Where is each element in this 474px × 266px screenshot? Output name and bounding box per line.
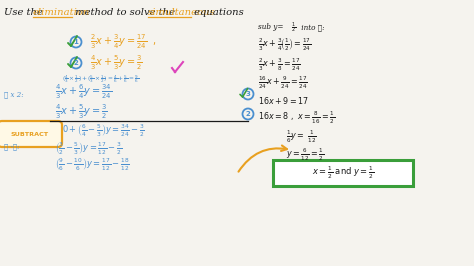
Text: Use the: Use the <box>4 8 46 17</box>
Text: $0 + \left(\frac{6}{4}-\frac{5}{3}\right)y = \frac{34}{24}-\frac{3}{2}$: $0 + \left(\frac{6}{4}-\frac{5}{3}\right… <box>62 123 145 139</box>
Text: $16x=8\ ,\ x=\frac{8}{16}=\frac{1}{2}$: $16x=8\ ,\ x=\frac{8}{16}=\frac{1}{2}$ <box>258 110 335 126</box>
Text: $\left(\frac{9}{6}-\frac{10}{6}\right)y = \frac{17}{12}-\frac{18}{12}$: $\left(\frac{9}{6}-\frac{10}{6}\right)y … <box>55 157 130 173</box>
Text: $\left(\frac{3}{2}-\frac{5}{3}\right)y = \frac{17}{12}-\frac{3}{2}$: $\left(\frac{3}{2}-\frac{5}{3}\right)y =… <box>55 141 122 157</box>
Text: 1: 1 <box>73 39 78 45</box>
Text: $16x+9=17$: $16x+9=17$ <box>258 95 309 106</box>
Text: $(\frac{4}{3}\times\frac{1}{2})+(\frac{5}{3}\times\frac{1}{2})=\frac{4}{6}+\frac: $(\frac{4}{3}\times\frac{1}{2})+(\frac{5… <box>62 73 139 85</box>
Text: sub y=: sub y= <box>258 23 283 31</box>
Text: $\frac{1}{6}y=\ \frac{1}{12}$: $\frac{1}{6}y=\ \frac{1}{12}$ <box>286 129 317 145</box>
Text: equations: equations <box>191 8 244 17</box>
FancyBboxPatch shape <box>0 121 62 147</box>
Text: 2: 2 <box>246 111 250 117</box>
Text: 2: 2 <box>73 60 78 66</box>
Text: $x=\frac{1}{2}$ and $y=\frac{1}{2}$: $x=\frac{1}{2}$ and $y=\frac{1}{2}$ <box>312 165 374 181</box>
Text: $\frac{4}{3}x + \frac{6}{4}y = \frac{34}{24}$: $\frac{4}{3}x + \frac{6}{4}y = \frac{34}… <box>55 83 112 101</box>
Text: $\frac{2}{3}x+\frac{3}{8}=\frac{17}{24}$: $\frac{2}{3}x+\frac{3}{8}=\frac{17}{24}$ <box>258 57 301 73</box>
Text: simultaneous: simultaneous <box>148 8 216 17</box>
Text: $\frac{1}{2}$: $\frac{1}{2}$ <box>291 21 296 35</box>
Text: $\frac{16}{24}x+\frac{9}{24}=\frac{17}{24}$: $\frac{16}{24}x+\frac{9}{24}=\frac{17}{2… <box>258 75 308 91</box>
Text: $\frac{2}{3}x+\frac{3}{4}\!\left(\frac{1}{2}\right)=\frac{17}{24}$: $\frac{2}{3}x+\frac{3}{4}\!\left(\frac{1… <box>258 37 311 53</box>
Text: $y=\frac{6}{12}=\frac{1}{2}$: $y=\frac{6}{12}=\frac{1}{2}$ <box>286 147 324 163</box>
Text: $\frac{4}{3}x+\frac{5}{3}y = \frac{3}{2}$: $\frac{4}{3}x+\frac{5}{3}y = \frac{3}{2}… <box>90 54 143 72</box>
Text: 3: 3 <box>246 92 250 97</box>
FancyBboxPatch shape <box>273 160 413 186</box>
Text: into ①:: into ①: <box>299 23 325 31</box>
Text: ③ -②:: ③ -②: <box>4 142 19 150</box>
Text: $\frac{2}{3}x+\frac{3}{4}y = \frac{17}{24}$  ,: $\frac{2}{3}x+\frac{3}{4}y = \frac{17}{2… <box>90 33 157 51</box>
Text: ① x 2:: ① x 2: <box>4 90 24 98</box>
Text: $\frac{4}{3}x + \frac{5}{3}y = \frac{3}{2}$: $\frac{4}{3}x + \frac{5}{3}y = \frac{3}{… <box>55 103 108 121</box>
Text: elimination: elimination <box>33 8 90 17</box>
Text: method to solve the: method to solve the <box>73 8 179 17</box>
Text: SUBTRACT: SUBTRACT <box>11 131 49 136</box>
